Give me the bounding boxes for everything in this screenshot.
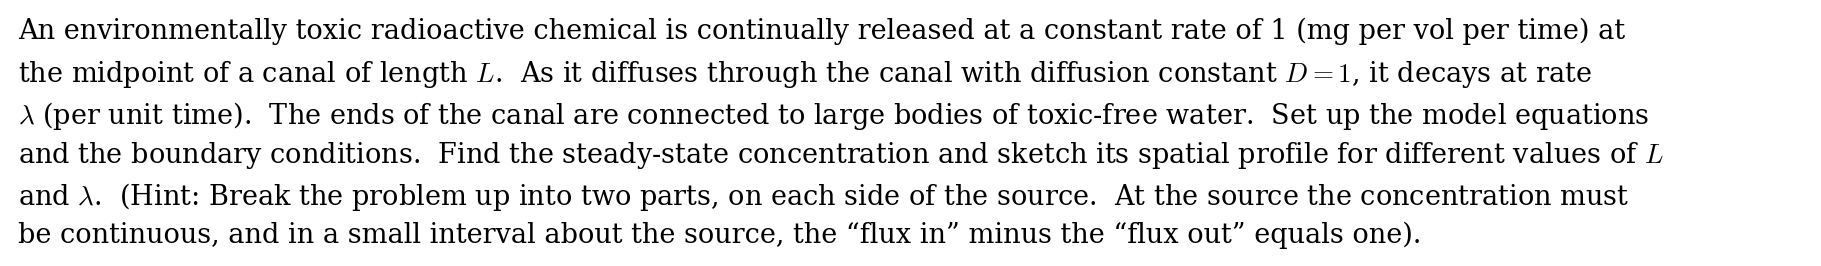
Text: $\lambda$ (per unit time).  The ends of the canal are connected to large bodies : $\lambda$ (per unit time). The ends of t… xyxy=(18,99,1650,132)
Text: An environmentally toxic radioactive chemical is continually released at a const: An environmentally toxic radioactive che… xyxy=(18,18,1624,45)
Text: and $\lambda$.  (Hint: Break the problem up into two parts, on each side of the : and $\lambda$. (Hint: Break the problem … xyxy=(18,181,1630,213)
Text: be continuous, and in a small interval about the source, the “flux in” minus the: be continuous, and in a small interval a… xyxy=(18,222,1422,250)
Text: and the boundary conditions.  Find the steady-state concentration and sketch its: and the boundary conditions. Find the st… xyxy=(18,140,1664,171)
Text: the midpoint of a canal of length $L$.  As it diffuses through the canal with di: the midpoint of a canal of length $L$. A… xyxy=(18,59,1592,90)
